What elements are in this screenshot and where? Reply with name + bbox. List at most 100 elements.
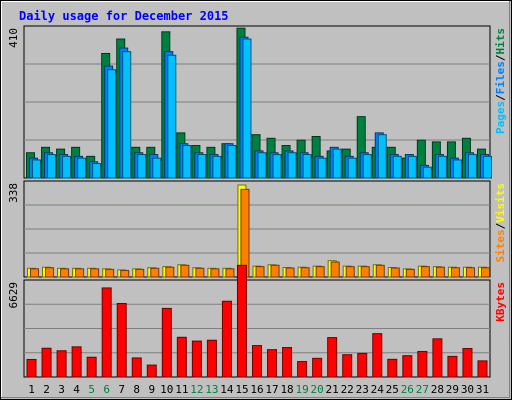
bar-sites-day-3 [60,268,70,278]
bar-kbytes-day-8 [131,357,142,378]
x-axis-labels: 1 2 3 4 5 6 7 8 9 10 11 12 13 14 15 16 17 18 19 20 21 22 23 24 2… [28,383,489,396]
bar-pages-day-8 [137,154,147,179]
bar-sites-day-2 [45,267,55,278]
bar-sites-day-12 [195,267,205,278]
x-tick-label: 16 [250,383,263,396]
x-tick-label: 15 [235,383,248,396]
legend-sites: Sites [494,229,507,262]
bar-kbytes-day-12 [191,340,202,378]
bar-kbytes-day-9 [146,364,157,378]
x-tick-label: 29 [446,383,459,396]
bar-kbytes-day-14 [221,300,232,378]
bar-kbytes-day-1 [26,358,37,378]
panel-visits-sites: 338 Sites/Visits [7,180,507,278]
bar-pages-day-5 [92,163,102,179]
legend-visits: Visits [494,183,507,223]
bar-kbytes-day-6 [101,287,112,378]
x-tick-label: 20 [311,383,324,396]
bar-sites-day-24 [375,264,385,278]
bar-sites-day-19 [300,267,310,278]
bar-kbytes-day-28 [432,338,443,378]
bar-sites-day-8 [135,268,145,278]
x-tick-label: 3 [58,383,65,396]
x-tick-label: 1 [28,383,35,396]
legend-hits: Hits [494,28,507,55]
x-tick-label: 28 [431,383,444,396]
bar-kbytes-day-15 [236,264,247,378]
bar-pages-day-2 [47,154,57,179]
bar-pages-day-10 [167,54,177,179]
bar-kbytes-day-7 [116,302,127,378]
bar-pages-day-19 [302,154,312,179]
bar-pages-day-9 [152,157,162,179]
y-max-label: 338 [7,183,20,203]
bar-pages-day-3 [62,155,72,179]
bar-sites-day-27 [420,266,430,278]
bar-pages-day-7 [122,51,132,179]
bar-sites-day-11 [180,264,190,278]
bar-sites-day-25 [390,267,400,278]
x-tick-label: 31 [476,383,489,396]
bar-sites-day-5 [90,268,100,278]
bar-pages-day-24 [377,134,387,179]
x-tick-label: 2 [43,383,50,396]
bar-kbytes-day-3 [56,350,67,378]
bar-pages-day-18 [287,152,297,179]
bar-sites-day-15 [240,188,250,278]
bar-pages-day-14 [227,145,237,179]
bar-sites-day-4 [75,268,85,278]
x-tick-label: 17 [265,383,278,396]
bar-pages-day-11 [182,145,192,179]
bar-sites-day-28 [435,266,445,278]
bar-kbytes-day-2 [41,347,52,378]
x-tick-label: 23 [356,383,369,396]
bar-pages-day-15 [242,38,252,179]
x-tick-label: 26 [401,383,414,396]
bar-pages-day-23 [362,154,372,179]
x-tick-label: 7 [118,383,125,396]
bar-kbytes-day-23 [357,352,368,378]
bar-pages-day-28 [437,155,447,179]
bar-kbytes-day-27 [417,350,428,378]
legend-pages: Pages [494,101,507,134]
bar-sites-day-22 [345,266,355,278]
bar-pages-day-20 [317,157,327,179]
bar-pages-day-29 [452,159,462,179]
panel-kbytes: 6629 KBytes [7,264,507,378]
bar-kbytes-day-21 [327,337,338,378]
y-max-label: 410 [7,28,20,48]
bar-kbytes-day-30 [462,348,473,378]
legend-kbytes: KBytes [494,282,507,322]
bar-kbytes-day-5 [86,356,97,378]
bar-pages-day-22 [347,157,357,179]
bar-kbytes-day-29 [447,355,458,378]
bar-kbytes-day-13 [206,339,217,378]
bar-pages-day-27 [422,166,432,179]
bar-sites-day-16 [255,266,265,278]
bar-pages-day-30 [467,154,477,179]
bar-sites-day-6 [105,268,115,278]
bar-sites-day-29 [450,267,460,278]
bar-sites-day-9 [150,267,160,278]
bar-sites-day-13 [210,268,220,278]
bar-sites-day-7 [120,269,130,278]
bar-kbytes-day-31 [477,360,488,378]
bar-kbytes-day-10 [161,307,172,378]
bar-kbytes-day-4 [71,346,82,378]
side-legend: Pages/Files/Hits [494,28,507,134]
x-tick-label: 10 [160,383,173,396]
bar-pages-day-1 [32,159,42,179]
bar-kbytes-day-19 [297,361,308,378]
x-tick-label: 25 [386,383,399,396]
bar-pages-day-31 [482,155,492,179]
bar-sites-day-20 [315,266,325,278]
bar-sites-day-23 [360,266,370,278]
x-tick-label: 4 [73,383,80,396]
bar-sites-day-31 [480,267,490,278]
bar-sites-day-1 [30,268,40,278]
bar-sites-day-17 [270,264,280,278]
bar-pages-day-21 [332,148,342,179]
x-tick-label: 22 [341,383,354,396]
